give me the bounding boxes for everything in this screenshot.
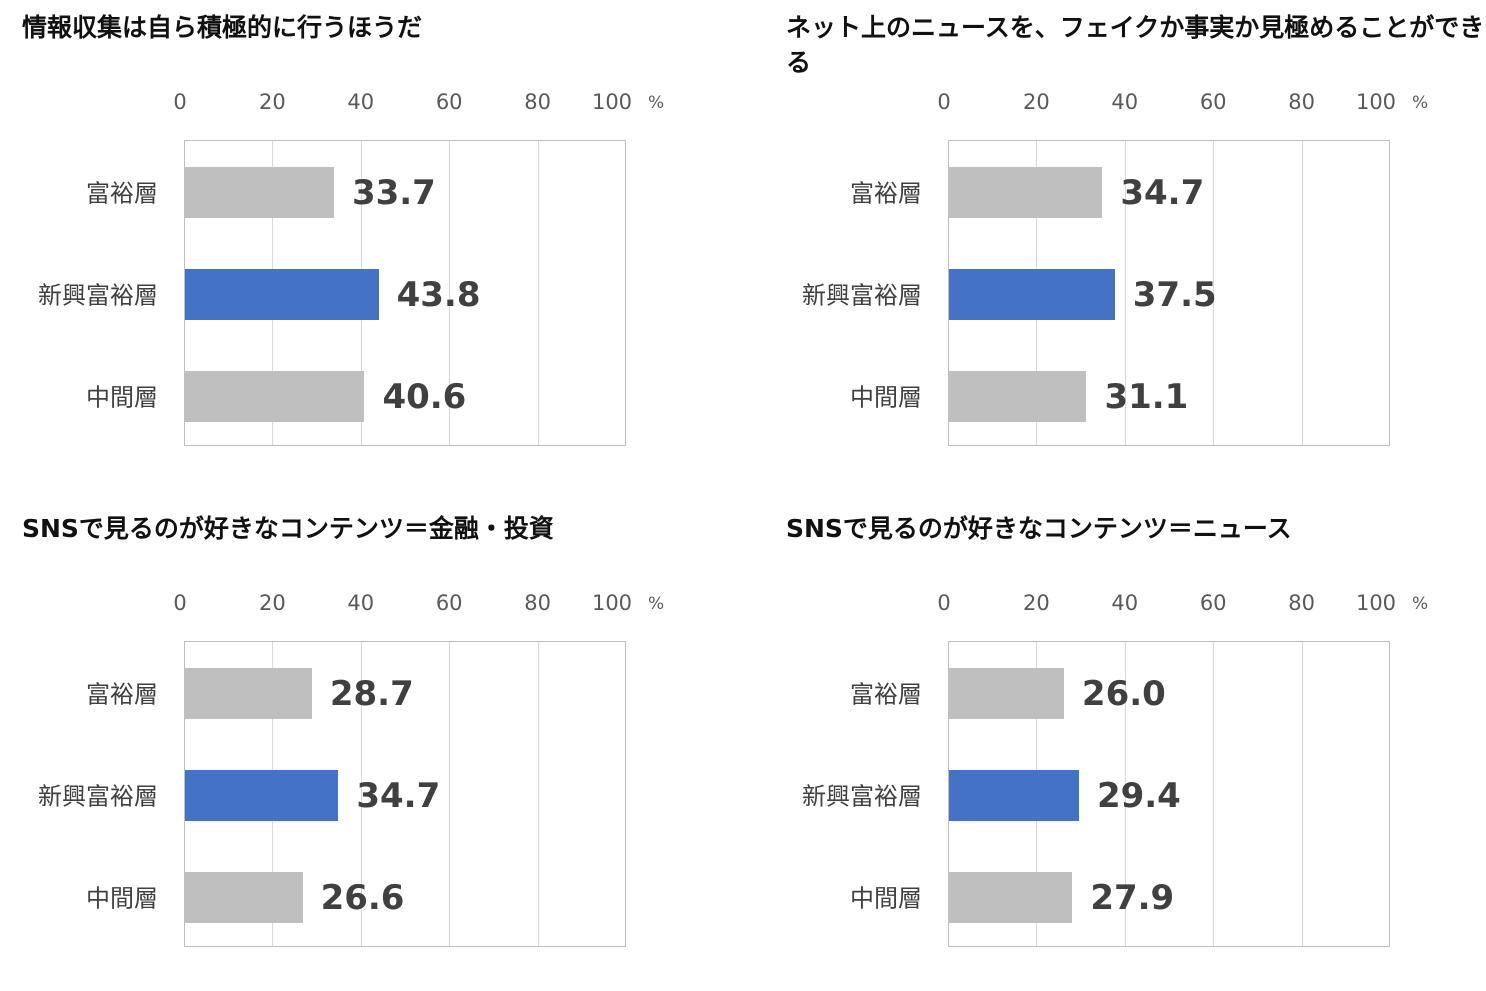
axis-tick-label: 60 — [435, 591, 463, 615]
axis-unit-label: % — [648, 594, 665, 614]
data-label: 37.5 — [1132, 275, 1217, 315]
chart-panel: ネット上のニュースを、フェイクか事実か見極めることができる 0 20 40 60 80 10… — [764, 0, 1486, 490]
chart-panel: SNSで見るのが好きなコンテンツ＝金融・投資 0 20 40 60 80 100% 富裕層 28… — [0, 501, 743, 991]
bar-highlight — [949, 769, 1079, 821]
axis-tick-label: 60 — [1199, 90, 1227, 114]
gridline — [537, 642, 539, 946]
gridline — [360, 642, 362, 946]
category-label: 新興富裕層 — [38, 782, 158, 811]
axis-tick-label: 0 — [173, 90, 187, 114]
category-label: 新興富裕層 — [802, 281, 922, 310]
plot-area — [948, 140, 1390, 446]
data-label: 28.7 — [329, 674, 414, 714]
category-label: 中間層 — [850, 383, 922, 412]
plot-area — [184, 641, 626, 947]
chart-panel: SNSで見るのが好きなコンテンツ＝ニュース 0 20 40 60 80 100% 富裕層 26.… — [764, 501, 1486, 991]
axis-tick-label: 20 — [259, 591, 286, 615]
category-label: 中間層 — [86, 383, 158, 412]
data-label: 27.9 — [1090, 878, 1175, 918]
bar-normal — [185, 871, 303, 923]
chart-title: SNSで見るのが好きなコンテンツ＝金融・投資 — [22, 514, 554, 543]
data-label: 26.0 — [1081, 674, 1166, 714]
axis-tick-label: 100 — [1355, 591, 1397, 615]
axis-tick-label: 100 — [591, 591, 633, 615]
axis-tick-label: 40 — [347, 591, 375, 615]
chart-title: ネット上のニュースを、フェイクか事実か見極めることができる — [786, 13, 1485, 77]
bar-normal — [185, 166, 334, 218]
axis-tick-label: 80 — [524, 591, 551, 615]
axis-tick-label: 80 — [524, 90, 551, 114]
axis-tick-label: 40 — [1111, 591, 1139, 615]
axis-tick-label: 100 — [1355, 90, 1397, 114]
bar-normal — [185, 667, 312, 719]
axis-tick-label: 100 — [591, 90, 633, 114]
axis-tick-label: 20 — [1023, 591, 1050, 615]
chart-title: 情報収集は自ら積極的に行うほうだ — [22, 13, 423, 42]
axis-tick-label: 80 — [1288, 90, 1315, 114]
plot-area — [184, 140, 626, 446]
data-label: 33.7 — [351, 173, 436, 213]
bar-normal — [949, 871, 1073, 923]
bar-highlight — [949, 268, 1115, 320]
gridline — [537, 141, 539, 445]
gridline — [1213, 141, 1215, 445]
bar-highlight — [185, 769, 339, 821]
plot-area — [948, 641, 1390, 947]
gridline — [1301, 141, 1303, 445]
axis-tick-label: 80 — [1288, 591, 1315, 615]
axis-tick-label: 0 — [937, 90, 951, 114]
gridline — [1301, 642, 1303, 946]
category-label: 富裕層 — [850, 179, 922, 208]
axis-tick-label: 60 — [435, 90, 463, 114]
category-label: 中間層 — [86, 884, 158, 913]
bar-normal — [949, 667, 1064, 719]
bar-normal — [949, 370, 1087, 422]
gridline — [449, 141, 451, 445]
data-label: 43.8 — [396, 275, 481, 315]
axis-unit-label: % — [648, 93, 665, 113]
gridline — [1124, 141, 1126, 445]
data-label: 31.1 — [1104, 377, 1189, 417]
axis-tick-label: 0 — [173, 591, 187, 615]
data-label: 26.6 — [320, 878, 405, 918]
gridline — [449, 642, 451, 946]
category-label: 富裕層 — [86, 179, 158, 208]
axis-tick-label: 60 — [1199, 591, 1227, 615]
category-label: 富裕層 — [86, 680, 158, 709]
axis-tick-label: 20 — [1023, 90, 1050, 114]
axis-tick-label: 20 — [259, 90, 286, 114]
bar-normal — [949, 166, 1103, 218]
axis-tick-label: 40 — [347, 90, 375, 114]
category-label: 中間層 — [850, 884, 922, 913]
data-label: 34.7 — [1120, 173, 1205, 213]
bar-highlight — [185, 268, 379, 320]
category-label: 新興富裕層 — [38, 281, 158, 310]
data-label: 34.7 — [356, 776, 441, 816]
axis-unit-label: % — [1412, 594, 1429, 614]
chart-title: SNSで見るのが好きなコンテンツ＝ニュース — [786, 514, 1292, 543]
data-label: 29.4 — [1096, 776, 1181, 816]
bar-normal — [185, 370, 365, 422]
chart-panel: 情報収集は自ら積極的に行うほうだ 0 20 40 60 80 100% 富裕層 33.7 新興富裕… — [0, 0, 743, 490]
axis-tick-label: 40 — [1111, 90, 1139, 114]
category-label: 新興富裕層 — [802, 782, 922, 811]
axis-tick-label: 0 — [937, 591, 951, 615]
data-label: 40.6 — [382, 377, 467, 417]
gridline — [1124, 642, 1126, 946]
gridline — [1213, 642, 1215, 946]
axis-unit-label: % — [1412, 93, 1429, 113]
category-label: 富裕層 — [850, 680, 922, 709]
